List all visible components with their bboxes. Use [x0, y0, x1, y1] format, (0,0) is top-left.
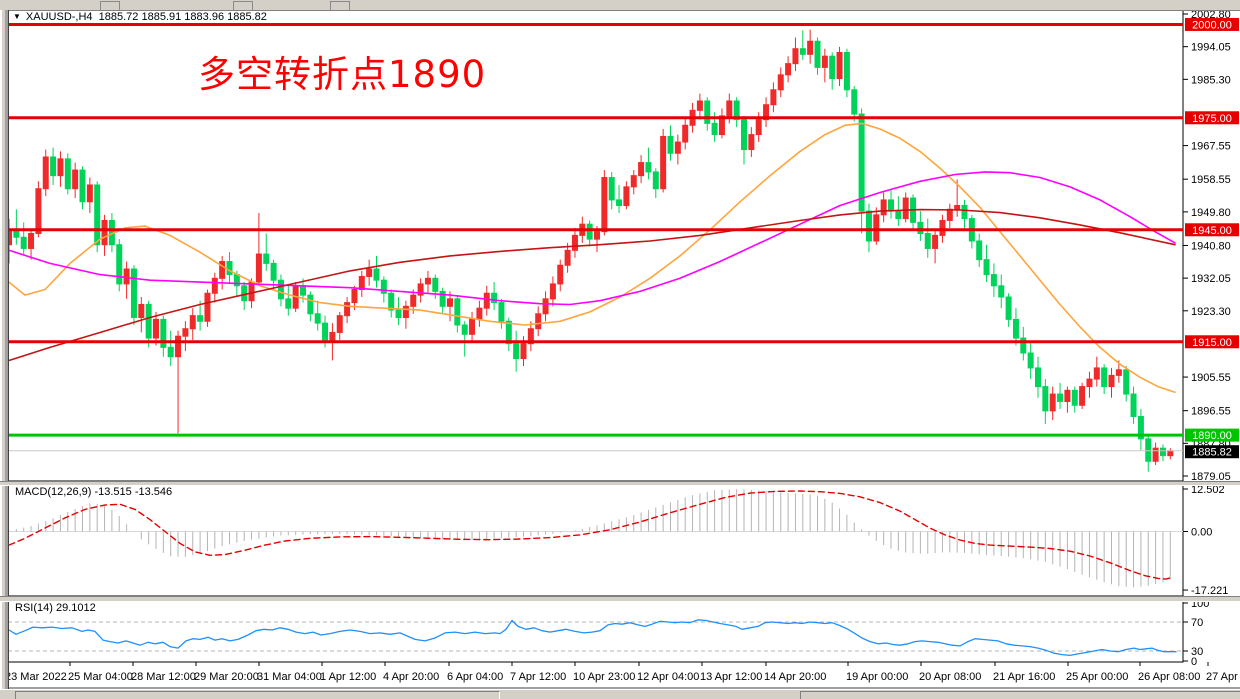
- window-left-edge: [0, 10, 9, 689]
- chart-title-text: XAUUSD-,H4 1885.72 1885.91 1883.96 1885.…: [25, 11, 267, 23]
- pane-frames: [0, 9, 1240, 689]
- svg-text:1945.00: 1945.00: [1192, 225, 1232, 237]
- svg-text:-17.221: -17.221: [1191, 585, 1228, 597]
- svg-text:20 Apr 08:00: 20 Apr 08:00: [919, 671, 981, 683]
- chart-title-bar: ▼ XAUUSD-,H4 1885.72 1885.91 1883.96 1885…: [13, 11, 267, 23]
- svg-text:70: 70: [1191, 617, 1203, 629]
- svg-text:26 Apr 08:00: 26 Apr 08:00: [1138, 671, 1200, 683]
- status-bar: [0, 689, 1240, 699]
- svg-text:1896.55: 1896.55: [1191, 406, 1231, 418]
- svg-text:1879.05: 1879.05: [1191, 471, 1231, 483]
- svg-text:2000.00: 2000.00: [1192, 19, 1232, 31]
- svg-text:14 Apr 20:00: 14 Apr 20:00: [764, 671, 826, 683]
- svg-text:1915.00: 1915.00: [1192, 337, 1232, 349]
- svg-text:7 Apr 12:00: 7 Apr 12:00: [510, 671, 566, 683]
- svg-text:1885.82: 1885.82: [1192, 447, 1232, 459]
- svg-text:1932.05: 1932.05: [1191, 273, 1231, 285]
- svg-text:21 Apr 16:00: 21 Apr 16:00: [993, 671, 1055, 683]
- svg-text:12 Apr 04:00: 12 Apr 04:00: [637, 671, 699, 683]
- candles-layer: [6, 29, 1174, 472]
- macd-indicator-label: MACD(12,26,9) -13.515 -13.546: [15, 486, 173, 498]
- svg-text:1975.00: 1975.00: [1192, 113, 1232, 125]
- svg-text:30: 30: [1191, 646, 1203, 658]
- price-badge-1915.00: 1915.00: [1185, 335, 1239, 349]
- price-badge-1975.00: 1975.00: [1185, 111, 1239, 125]
- toolbar-notch: [100, 1, 120, 10]
- status-panel: [15, 691, 500, 699]
- status-panel: [800, 691, 1240, 699]
- svg-text:25 Apr 00:00: 25 Apr 00:00: [1066, 671, 1128, 683]
- svg-text:6 Apr 04:00: 6 Apr 04:00: [447, 671, 503, 683]
- symbol-dropdown-icon[interactable]: ▼: [13, 12, 21, 21]
- ma-slow-darkred: [8, 208, 1176, 362]
- toolbar-notch: [330, 1, 350, 10]
- svg-text:29 Mar 20:00: 29 Mar 20:00: [194, 671, 259, 683]
- svg-text:0.00: 0.00: [1191, 527, 1212, 539]
- svg-text:1985.30: 1985.30: [1191, 74, 1231, 86]
- svg-text:4 Apr 20:00: 4 Apr 20:00: [383, 671, 439, 683]
- svg-text:10 Apr 23:00: 10 Apr 23:00: [573, 671, 635, 683]
- svg-text:25 Mar 04:00: 25 Mar 04:00: [68, 671, 133, 683]
- svg-text:28 Mar 12:00: 28 Mar 12:00: [131, 671, 196, 683]
- svg-text:1994.05: 1994.05: [1191, 42, 1231, 54]
- ma-fast-orange: [8, 122, 1176, 394]
- svg-text:12.502: 12.502: [1191, 484, 1225, 496]
- svg-text:19 Apr 00:00: 19 Apr 00:00: [846, 671, 908, 683]
- macd-pane: 12.502 0.00 -17.221: [8, 484, 1228, 597]
- svg-text:27 Apr 16:00: 27 Apr 16:00: [1206, 671, 1240, 683]
- svg-text:1940.80: 1940.80: [1191, 240, 1231, 252]
- horizontal-level-lines: [8, 23, 1183, 437]
- price-badge-1885.82: 1885.82: [1185, 445, 1239, 459]
- svg-text:13 Apr 12:00: 13 Apr 12:00: [700, 671, 762, 683]
- svg-text:1 Apr 12:00: 1 Apr 12:00: [320, 671, 376, 683]
- rsi-indicator-label: RSI(14) 29.1012: [15, 602, 96, 614]
- toolbar-notch: [233, 1, 253, 10]
- svg-text:0: 0: [1191, 656, 1197, 668]
- svg-text:31 Mar 04:00: 31 Mar 04:00: [257, 671, 322, 683]
- ma-mid-magenta: [8, 171, 1176, 306]
- price-axis: 2002.801994.051985.301967.551958.551949.…: [1183, 9, 1231, 483]
- svg-text:1949.80: 1949.80: [1191, 207, 1231, 219]
- svg-text:1958.55: 1958.55: [1191, 174, 1231, 186]
- svg-text:1967.55: 1967.55: [1191, 141, 1231, 153]
- svg-text:1890.00: 1890.00: [1192, 430, 1232, 442]
- price-badge-1945.00: 1945.00: [1185, 223, 1239, 237]
- svg-text:23 Mar 2022: 23 Mar 2022: [5, 671, 67, 683]
- svg-text:1923.30: 1923.30: [1191, 306, 1231, 318]
- pane-splitter-rsi[interactable]: [0, 596, 1240, 602]
- price-badge-1890.00: 1890.00: [1185, 428, 1239, 442]
- svg-text:1905.55: 1905.55: [1191, 372, 1231, 384]
- chart-text-annotation: 多空转折点1890: [198, 53, 487, 96]
- price-badge-2000.00: 2000.00: [1185, 17, 1239, 31]
- toolbar-edge-strip: [0, 0, 1240, 11]
- pane-splitter-macd[interactable]: [0, 481, 1240, 486]
